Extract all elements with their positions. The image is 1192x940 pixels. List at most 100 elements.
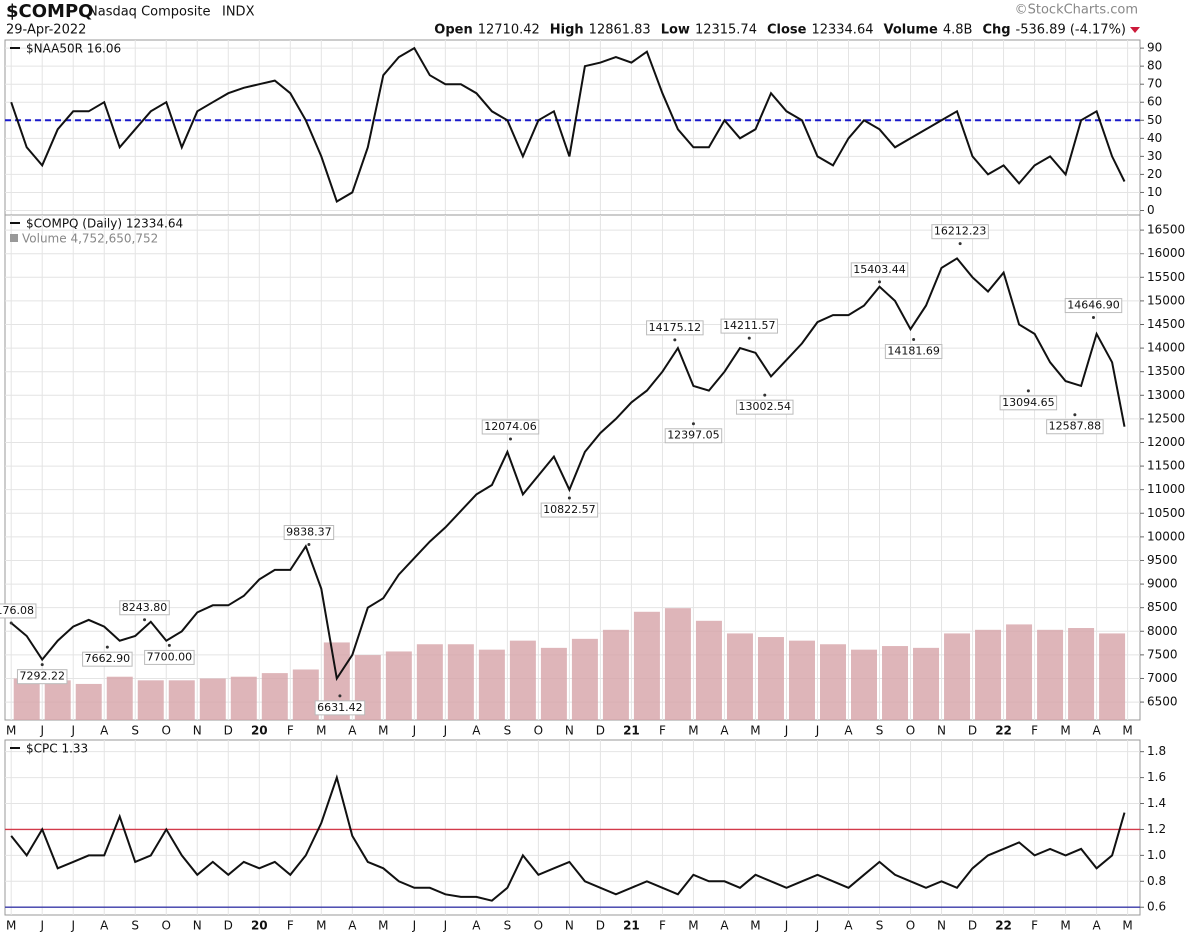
annotation-box: [720, 318, 779, 334]
volume-bar: [975, 629, 1002, 720]
annotation-label: 14175.12: [649, 321, 702, 334]
x-tick-label: O: [162, 919, 171, 933]
annotation-box: [0, 603, 37, 619]
y-tick-label: 50: [1147, 113, 1162, 127]
x-tick-label: A: [844, 724, 853, 738]
x-tick-label: M: [688, 724, 698, 738]
y-tick-label: 10500: [1147, 506, 1185, 520]
x-tick-label: S: [504, 919, 512, 933]
y-tick-label: 9500: [1147, 553, 1178, 567]
volume-legend: Volume 4,752,650,752: [22, 232, 158, 246]
annotation-label: 15403.44: [853, 263, 906, 276]
annotation-point: [307, 543, 311, 547]
x-tick-label: D: [596, 919, 605, 933]
x-tick-label: J: [443, 919, 448, 933]
volume-bar: [1006, 624, 1033, 720]
y-tick-label: 80: [1147, 59, 1162, 73]
symbol: $COMPQ: [6, 1, 93, 22]
annotation-box: [999, 395, 1058, 411]
annotation-point: [567, 496, 571, 500]
date: 29-Apr-2022: [6, 23, 86, 38]
annotation-label: 13002.54: [739, 400, 792, 413]
volume-bar: [75, 683, 102, 720]
x-tick-label: J: [412, 919, 417, 933]
annotation-label: 14181.69: [887, 345, 940, 358]
x-tick-label: D: [968, 724, 977, 738]
x-tick-label: M: [316, 919, 326, 933]
annotation-point: [1091, 316, 1095, 320]
volume-bar: [168, 680, 195, 720]
x-tick-label: 20: [251, 919, 268, 933]
y-tick-label: 30: [1147, 149, 1162, 163]
x-tick-label: M: [378, 919, 388, 933]
annotation-box: [314, 700, 366, 716]
annotation-point: [1026, 389, 1030, 393]
volume-bar: [447, 644, 474, 720]
x-tick-label: N: [937, 724, 946, 738]
y-tick-label: 9000: [1147, 577, 1178, 591]
stat-label: Open: [434, 23, 472, 38]
annotation-label: 7700.00: [147, 650, 193, 663]
annotation-point: [747, 336, 751, 340]
volume-bar: [913, 647, 940, 720]
annotation-box: [646, 320, 704, 336]
volume-bar: [509, 640, 536, 720]
volume-bar: [695, 620, 722, 720]
exchange: INDX: [222, 5, 255, 20]
y-tick-label: 70: [1147, 77, 1162, 91]
x-tick-label: 20: [251, 724, 268, 738]
annotation-box: [884, 344, 943, 360]
y-tick-label: 16000: [1147, 246, 1185, 260]
annotation-label: 6631.42: [317, 701, 363, 714]
x-tick-label: A: [1092, 724, 1101, 738]
y-tick-label: 16500: [1147, 223, 1185, 237]
annotation-box: [283, 525, 335, 541]
x-tick-label: M: [1122, 919, 1132, 933]
y-tick-label: 7000: [1147, 671, 1178, 685]
x-tick-label: A: [100, 919, 109, 933]
stat-label: Volume: [883, 23, 938, 38]
x-tick-label: O: [906, 724, 915, 738]
x-tick-label: A: [1092, 919, 1101, 933]
index-name: Nasdaq Composite: [88, 5, 210, 20]
x-tick-label: S: [504, 724, 512, 738]
x-tick-label: F: [659, 919, 666, 933]
volume-bar: [602, 629, 629, 720]
x-tick-label: A: [348, 724, 357, 738]
y-tick-label: 0: [1147, 203, 1155, 217]
x-tick-label: S: [131, 919, 139, 933]
series-line: [10, 774, 1126, 902]
y-tick-label: 0.8: [1147, 874, 1166, 888]
x-tick-label: J: [443, 724, 448, 738]
x-tick-label: D: [596, 724, 605, 738]
x-tick-label: D: [224, 919, 233, 933]
x-tick-label: A: [348, 919, 357, 933]
annotation-box: [540, 502, 599, 518]
annotation-box: [1046, 419, 1104, 435]
annotation-label: 7662.90: [85, 652, 131, 665]
x-tick-label: M: [688, 919, 698, 933]
stat-value: 4.8B: [943, 23, 973, 38]
annotation-point: [673, 338, 677, 342]
stat-value: 12861.83: [589, 23, 651, 38]
x-tick-label: J: [70, 724, 75, 738]
annotation-point: [878, 280, 882, 284]
annotation-box: [82, 651, 133, 667]
x-tick-label: S: [876, 919, 884, 933]
volume-bar: [261, 673, 288, 720]
volume-bar: [137, 680, 164, 720]
x-tick-label: A: [100, 724, 109, 738]
y-tick-label: 15500: [1147, 270, 1185, 284]
volume-bar: [882, 646, 909, 720]
y-tick-label: 10000: [1147, 529, 1185, 543]
annotation-box: [736, 399, 794, 415]
x-tick-label: F: [287, 919, 294, 933]
annotation-box: [931, 224, 989, 240]
down-arrow: [1130, 27, 1140, 33]
x-tick-label: N: [565, 724, 574, 738]
volume-bar: [1037, 629, 1064, 720]
annotation-label: 7292.22: [19, 670, 65, 683]
volume-bar: [944, 633, 971, 720]
